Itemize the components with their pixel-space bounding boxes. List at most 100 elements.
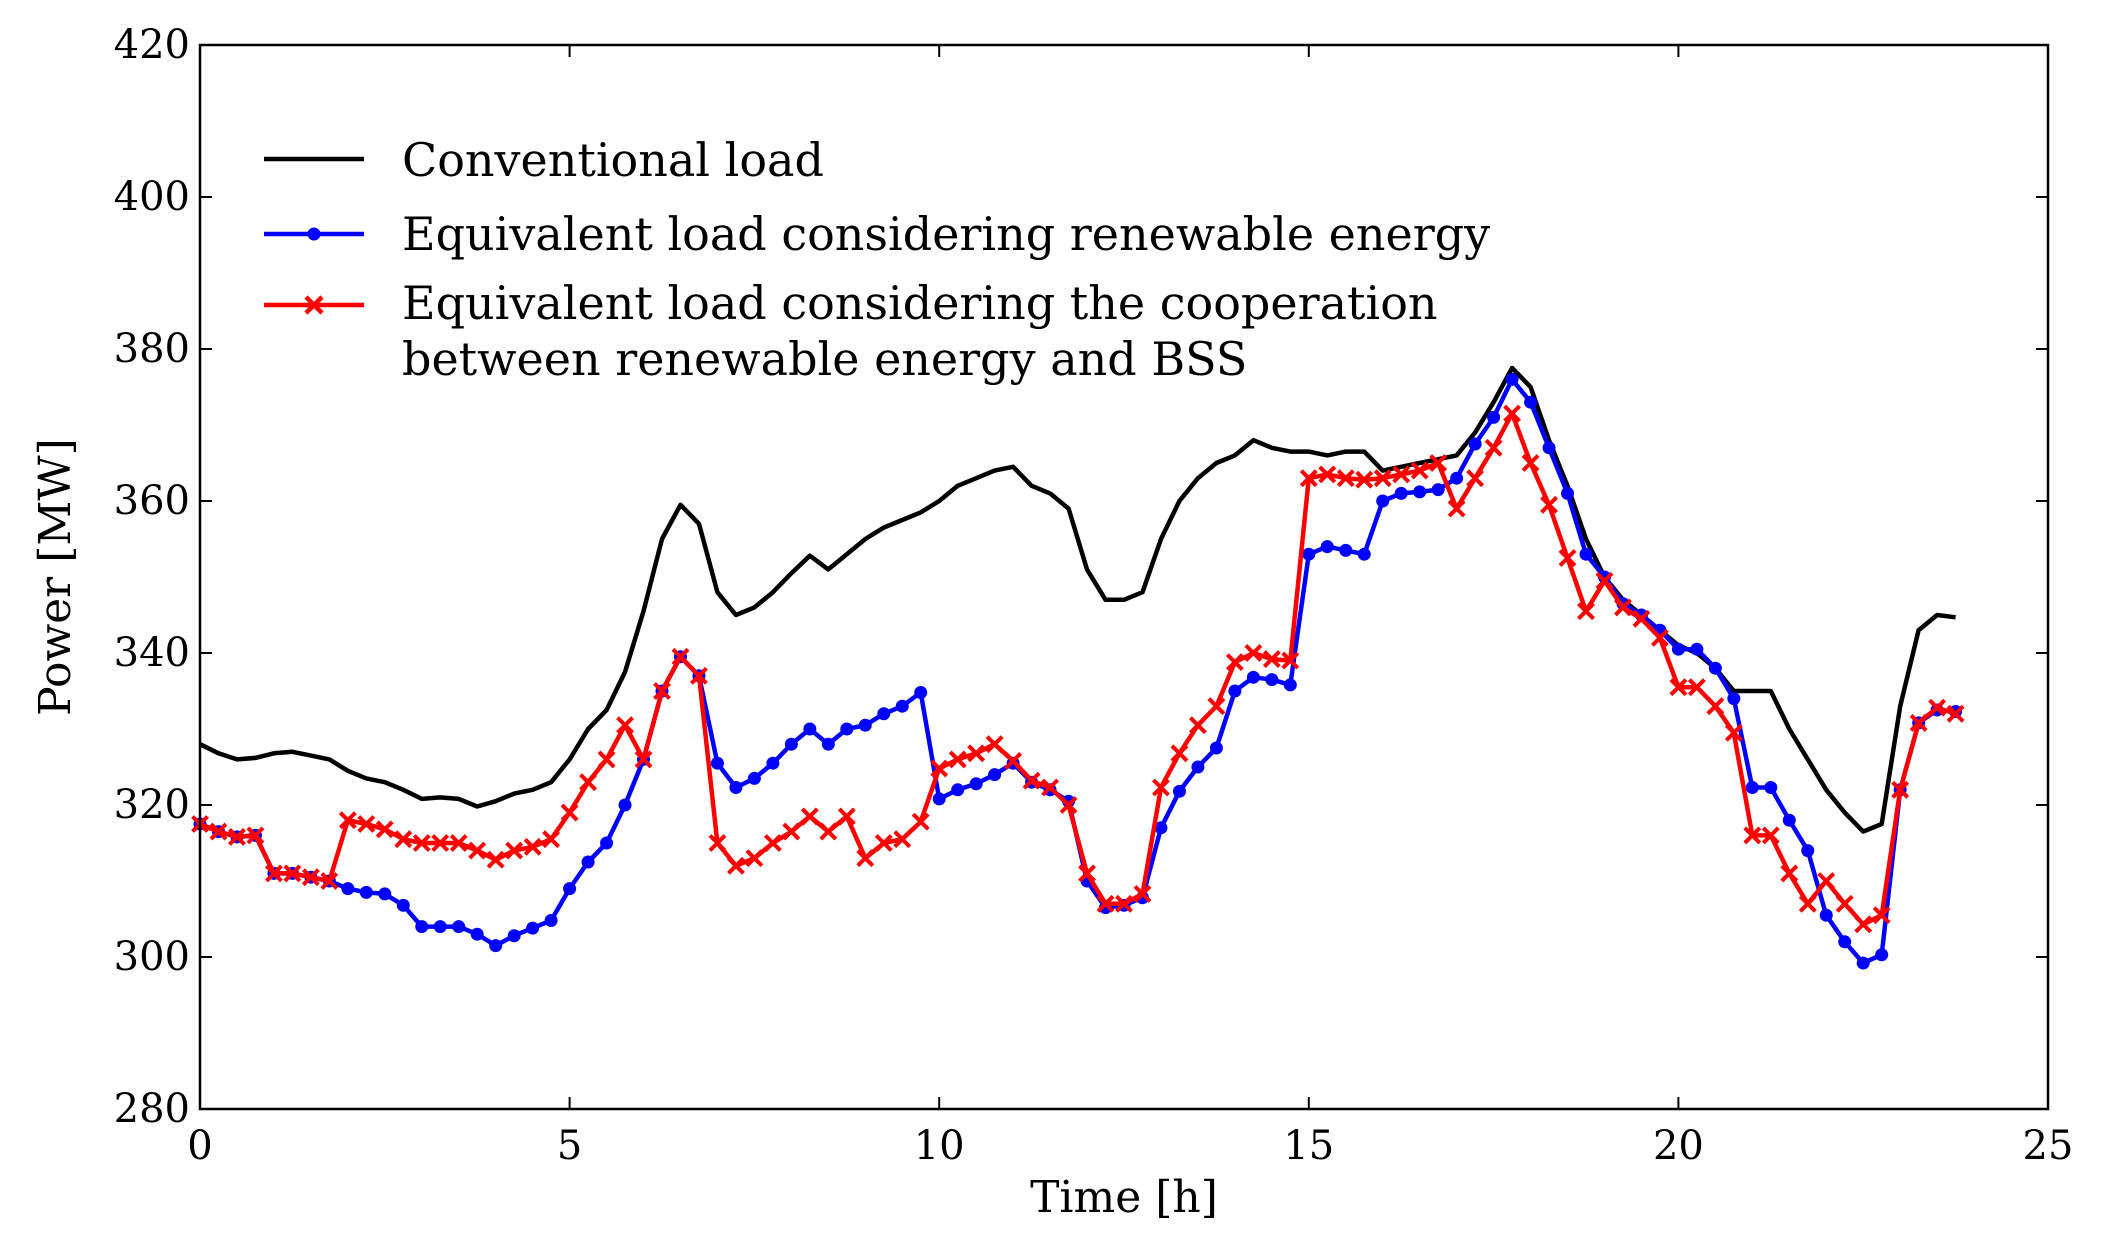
plot-frame xyxy=(198,43,2050,1111)
data-point xyxy=(948,750,967,769)
data-point xyxy=(470,927,484,941)
data-point xyxy=(1172,784,1186,798)
data-point xyxy=(1225,653,1244,672)
data-point xyxy=(412,834,431,852)
data-point xyxy=(1265,673,1279,687)
x-tick-label: 20 xyxy=(1653,1123,1704,1169)
legend-label: Equivalent load considering the cooperat… xyxy=(402,276,1438,330)
data-point xyxy=(1022,771,1041,790)
data-point xyxy=(1170,744,1189,763)
data-point xyxy=(301,868,320,887)
data-point xyxy=(449,834,468,852)
data-point xyxy=(505,841,524,860)
data-point xyxy=(1854,915,1873,934)
data-point xyxy=(1244,644,1263,662)
series-layer xyxy=(191,365,1965,970)
data-point xyxy=(526,921,540,935)
legend-swatch-red-marker xyxy=(304,295,324,315)
data-point xyxy=(1764,781,1778,795)
data-point xyxy=(1724,723,1743,742)
data-point xyxy=(1946,704,1965,723)
data-point xyxy=(1505,372,1519,386)
data-point xyxy=(1780,864,1799,883)
y-tick-label: 420 xyxy=(114,22,190,68)
data-point xyxy=(1059,796,1078,814)
data-point xyxy=(1262,650,1281,668)
data-point xyxy=(1320,540,1334,554)
data-point xyxy=(1909,714,1928,732)
data-point xyxy=(1708,661,1722,675)
data-point xyxy=(579,773,597,792)
data-point xyxy=(1041,778,1059,797)
data-point xyxy=(1632,609,1651,628)
data-point xyxy=(729,781,743,795)
data-point xyxy=(1302,547,1316,561)
data-point xyxy=(1115,894,1133,913)
data-point xyxy=(1817,872,1836,890)
data-point xyxy=(727,856,745,875)
data-point xyxy=(840,722,854,736)
data-point xyxy=(1540,495,1558,514)
y-axis-label: Power [MW] xyxy=(30,438,81,716)
data-point xyxy=(745,849,764,868)
data-point xyxy=(1429,454,1448,472)
data-point xyxy=(375,820,394,839)
data-point xyxy=(1339,543,1353,557)
data-point xyxy=(359,885,373,899)
data-point xyxy=(560,803,579,822)
data-point xyxy=(431,834,450,852)
data-point xyxy=(877,707,891,721)
data-point xyxy=(228,828,246,846)
data-point xyxy=(893,830,912,849)
y-tick-label: 380 xyxy=(114,326,190,372)
data-point xyxy=(1373,469,1392,488)
legend: Conventional load Equivalent load consid… xyxy=(264,133,1490,386)
x-tick-label: 5 xyxy=(557,1123,582,1169)
data-point xyxy=(1579,547,1593,561)
data-point xyxy=(1891,780,1910,799)
data-point xyxy=(1487,410,1501,424)
data-point xyxy=(634,750,653,769)
y-tick-label: 360 xyxy=(114,478,190,524)
data-point xyxy=(415,920,429,934)
data-point xyxy=(452,920,466,934)
data-point xyxy=(1761,826,1780,845)
data-point xyxy=(1801,844,1815,858)
x-tick-label: 0 xyxy=(187,1123,212,1169)
data-point xyxy=(341,882,355,896)
y-tick-label: 320 xyxy=(114,782,190,828)
data-point xyxy=(911,812,930,831)
data-point xyxy=(784,737,798,751)
data-point xyxy=(544,914,558,928)
data-point xyxy=(542,830,561,849)
legend-label: Conventional load xyxy=(402,133,824,187)
data-point xyxy=(985,735,1004,754)
data-point xyxy=(1450,471,1464,485)
data-point xyxy=(394,830,413,849)
data-point xyxy=(468,841,487,860)
data-point xyxy=(246,826,265,845)
data-point xyxy=(378,887,392,901)
data-point xyxy=(1283,678,1297,692)
data-point xyxy=(837,807,856,826)
data-point xyxy=(653,682,671,700)
data-point xyxy=(1336,469,1355,488)
data-point xyxy=(930,759,949,778)
x-tick-label: 15 xyxy=(1283,1123,1334,1169)
data-point xyxy=(616,716,634,735)
data-point xyxy=(1191,760,1205,774)
data-point xyxy=(581,855,595,869)
data-point xyxy=(1246,670,1260,684)
data-point xyxy=(969,777,983,791)
data-point xyxy=(914,686,928,700)
data-point xyxy=(1503,404,1521,423)
data-point xyxy=(1595,571,1614,590)
data-point xyxy=(1875,948,1889,962)
y-tick-label: 300 xyxy=(114,934,190,980)
data-point xyxy=(433,920,447,934)
data-point xyxy=(1431,483,1445,497)
data-point xyxy=(967,744,986,763)
data-point xyxy=(1819,908,1833,922)
data-point xyxy=(523,837,542,856)
